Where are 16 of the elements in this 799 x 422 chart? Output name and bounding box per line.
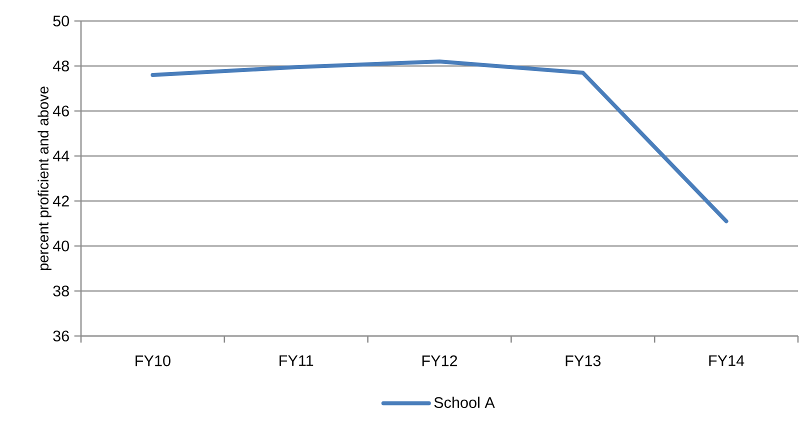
x-tick-label: FY14 [709, 355, 744, 366]
y-tick-label: 44 [52, 150, 70, 162]
y-tick-label: 38 [53, 286, 69, 296]
x-tick-label: FY12 [422, 355, 458, 366]
y-axis-title: percent proficient and above [38, 86, 52, 270]
line-series [150, 60, 728, 224]
y-tick-label: 46 [52, 106, 69, 116]
y-tick-label: 50 [53, 16, 70, 26]
legend-label: School A [434, 396, 495, 408]
y-tick-label: 36 [53, 330, 69, 342]
y-tick-label: 40 [52, 240, 70, 252]
x-tick-label: FY10 [136, 355, 170, 366]
x-tick-label: FY13 [566, 355, 601, 366]
x-tick-label: FY11 [280, 355, 314, 366]
y-tick-label: 48 [52, 60, 69, 72]
y-tick-label: 42 [52, 196, 69, 206]
